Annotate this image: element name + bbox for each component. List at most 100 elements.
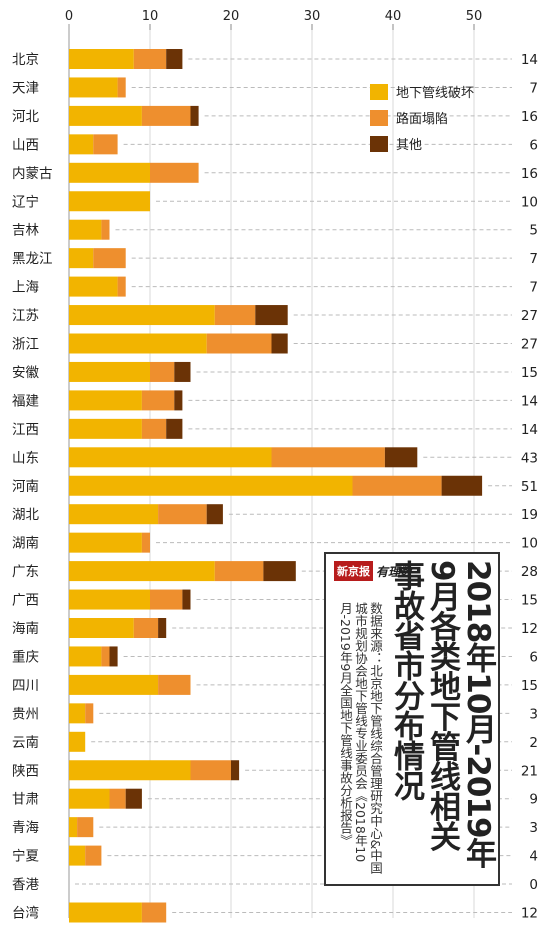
brand-sub: 有理数 [376, 564, 413, 579]
total-label: 15 [521, 678, 538, 694]
category-label: 北京 [12, 52, 39, 68]
legend-swatch [370, 110, 388, 126]
x-tick-label: 10 [142, 9, 159, 24]
category-label: 湖北 [12, 507, 39, 523]
bar-segment [69, 760, 191, 781]
bar-segment [174, 361, 191, 382]
bar-segment [69, 49, 134, 69]
bar-segment [69, 390, 142, 411]
bar-segment [69, 447, 272, 468]
category-label: 台湾 [12, 905, 39, 922]
bar-segment [384, 447, 418, 468]
x-tick-label: 20 [223, 9, 240, 24]
category-label: 辽宁 [12, 193, 39, 210]
bar-segment [85, 703, 94, 724]
category-label: 香港 [12, 877, 39, 893]
total-label: 7 [529, 80, 538, 96]
bar-segment [214, 561, 264, 582]
bar-segment [69, 845, 86, 866]
category-label: 山东 [12, 450, 39, 466]
category-label: 浙江 [12, 337, 39, 353]
total-label: 9 [529, 792, 538, 808]
category-label: 四川 [12, 678, 39, 694]
bar-segment [158, 674, 191, 695]
bar-segment [182, 589, 191, 610]
bar-segment [117, 276, 126, 297]
bar-segment [69, 674, 159, 695]
category-label: 广西 [12, 593, 39, 609]
bar-segment [69, 589, 150, 610]
total-label: 27 [521, 337, 538, 353]
category-label: 山西 [12, 137, 39, 153]
bar-segment [69, 276, 118, 297]
category-label: 吉林 [12, 223, 39, 239]
total-label: 7 [529, 251, 538, 267]
brand-logo: 新京报 有理数 [334, 561, 434, 581]
bar-segment [141, 390, 175, 411]
total-label: 43 [521, 450, 538, 466]
category-label: 云南 [12, 735, 39, 751]
bar-segment [141, 902, 167, 923]
bar-segment [93, 134, 118, 155]
bar-segment [109, 788, 126, 809]
total-label: 12 [521, 906, 538, 922]
legend-label: 路面塌陷 [396, 111, 448, 127]
bar-segment [69, 105, 142, 126]
x-tick-label: 0 [65, 9, 73, 24]
x-tick-label: 50 [466, 9, 483, 24]
legend-label: 其他 [396, 138, 422, 153]
total-label: 16 [521, 166, 538, 182]
category-label: 天津 [12, 80, 39, 96]
category-label: 青海 [12, 820, 39, 836]
bar-segment [69, 219, 102, 240]
bar-segment [150, 589, 183, 610]
category-label: 江西 [12, 422, 39, 438]
bar-segment [263, 561, 296, 582]
bar-segment [231, 760, 240, 781]
bar-segment [69, 618, 134, 638]
bar-segment [69, 248, 94, 269]
category-labels: 北京 14 天津 7 河北 16 山西 6 内蒙古 16 辽宁 10 吉林 5 黑龙江 7 上海 7 江苏 27 浙江 2… [12, 52, 538, 922]
category-label: 宁夏 [12, 848, 39, 865]
bar-segment [190, 760, 231, 781]
legend-label: 地下管线破坏 [396, 86, 474, 101]
source-note: 数据来源：北京地下管线综合管理研究中心&中国城市规划协会地下管线专业委员会《20… [338, 602, 383, 875]
total-label: 16 [521, 109, 538, 125]
bar-segment [166, 418, 183, 439]
bar-segment [133, 49, 167, 69]
bar-segment [174, 390, 183, 411]
bar-segment [214, 305, 256, 326]
category-label: 广东 [12, 564, 39, 580]
bar-segment [69, 134, 94, 155]
bar-segment [158, 618, 167, 638]
bar-segment [109, 646, 118, 667]
bar-segment [69, 162, 150, 183]
category-label: 福建 [12, 393, 39, 409]
bar-segment [117, 77, 126, 98]
total-label: 14 [521, 422, 538, 438]
category-label: 湖南 [12, 536, 39, 552]
total-label: 5 [529, 223, 538, 239]
total-label: 28 [521, 564, 538, 580]
category-label: 内蒙古 [12, 166, 53, 182]
legend-swatch [370, 136, 388, 152]
bar-segment [69, 532, 142, 553]
bar-segment [69, 305, 215, 326]
bar-segment [206, 333, 272, 354]
total-label: 12 [521, 621, 538, 637]
bar-segment [69, 817, 78, 838]
total-label: 21 [521, 763, 538, 779]
bar-segment [141, 418, 167, 439]
bar-segment [271, 333, 288, 354]
bar-segment [141, 105, 191, 126]
bar-segment [69, 333, 207, 354]
bar-segment [133, 618, 159, 638]
category-label: 安徽 [12, 365, 39, 381]
bar-segment [190, 105, 199, 126]
bar-segment [69, 646, 102, 667]
category-label: 陕西 [12, 763, 39, 779]
bar-segment [150, 162, 199, 183]
category-label: 河北 [12, 109, 39, 125]
category-label: 重庆 [12, 649, 39, 665]
